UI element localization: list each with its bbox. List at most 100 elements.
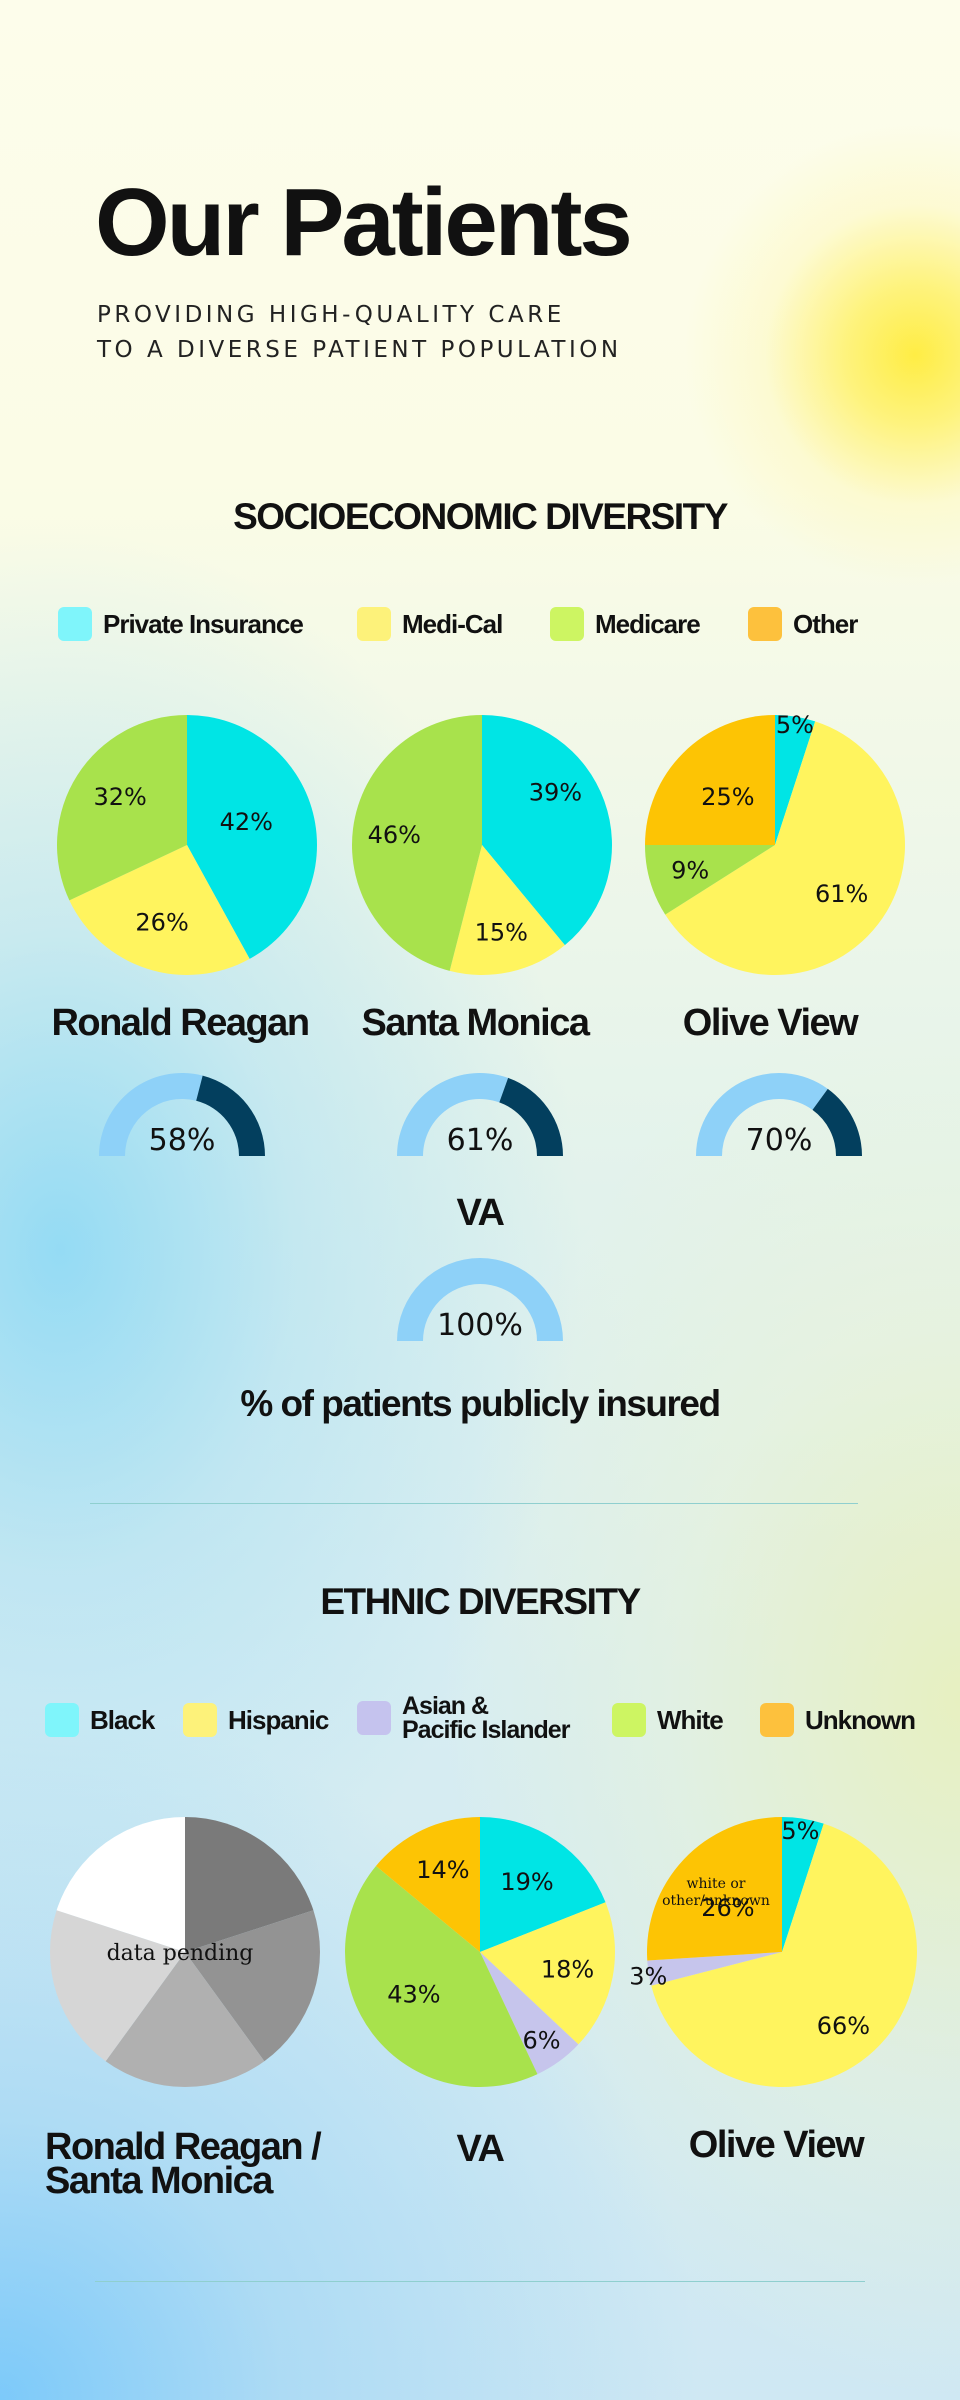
legend-black: Black <box>45 1703 155 1737</box>
legend-medi-cal: Medi-Cal <box>357 607 503 641</box>
gauge-remainder <box>196 1075 265 1156</box>
pie-slice <box>375 1817 480 1952</box>
gauge: 61% <box>397 1073 563 1158</box>
pie-slice <box>69 845 250 975</box>
legend-unknown: Unknown <box>760 1703 916 1737</box>
pie-data-label: 5% <box>781 1817 819 1845</box>
page-title: Our Patients <box>95 169 633 276</box>
legend-swatch <box>58 607 92 641</box>
legend-swatch <box>45 1703 79 1737</box>
hospital-label-olive-view: Olive View <box>682 1002 859 1044</box>
gauge-value-label: 100% <box>437 1308 523 1343</box>
pie-chart: 39% 15% 46% <box>352 715 613 976</box>
gauge-value-label: 58% <box>149 1123 216 1158</box>
gauge-caption: % of patients publicly insured <box>240 1383 721 1424</box>
pie-slice <box>449 845 565 976</box>
legend-hispanic: Hispanic <box>183 1703 329 1737</box>
hospital-label-va: VA <box>456 1192 505 1234</box>
pie-slice <box>647 1817 782 1961</box>
slice-caption-line-1: white or <box>687 1876 746 1892</box>
legend-label-line-2: Pacific Islander <box>402 1716 570 1744</box>
socioeconomic-title: SOCIOECONOMIC DIVERSITY <box>233 496 728 537</box>
legend-other: Other <box>748 607 858 641</box>
pie-slice <box>482 715 613 946</box>
gauge: 100% <box>397 1258 563 1343</box>
legend-label: White <box>657 1704 724 1735</box>
subtitle-line-1: PROVIDING HIGH-QUALITY CARE <box>97 302 565 328</box>
hospital-label-olive-view-ethnic: Olive View <box>688 2124 865 2166</box>
public-insurance-gauges: 58% 61% 70% 100% <box>99 1073 862 1343</box>
pie-data-label: 26% <box>701 1894 754 1922</box>
legend-label: Private Insurance <box>103 608 304 639</box>
pie-slice <box>56 715 188 901</box>
gauge: 70% <box>696 1073 862 1158</box>
gauge-value-label: 61% <box>447 1123 514 1158</box>
legend-swatch <box>550 607 584 641</box>
pie-slice <box>645 845 775 915</box>
pie-data-label: 25% <box>701 783 754 811</box>
bottom-divider <box>95 2281 865 2282</box>
legend-medicare: Medicare <box>550 607 701 641</box>
gauge-fill <box>696 1073 828 1156</box>
pie-slice <box>651 1823 918 2087</box>
pie-data-label: 42% <box>220 808 273 836</box>
pie-data-label: 39% <box>529 779 582 807</box>
pie-slice <box>480 1817 606 1952</box>
pie-chart: 5% 61% 9% 25% <box>645 711 905 975</box>
ethnic-title: ETHNIC DIVERSITY <box>320 1581 641 1622</box>
gauge-fill <box>99 1073 203 1156</box>
legend-swatch <box>612 1703 646 1737</box>
pie-data-label: 19% <box>500 1868 553 1896</box>
gauge-value-label: 70% <box>746 1123 813 1158</box>
legend-label: Black <box>90 1704 155 1735</box>
legend-asian-pacific-islander: Asian & Pacific Islander <box>357 1692 570 1744</box>
pie-slice <box>782 1817 824 1952</box>
legend-private-insurance: Private Insurance <box>58 607 304 641</box>
gauge-remainder <box>499 1077 563 1156</box>
page-subtitle: PROVIDING HIGH-QUALITY CARE TO A DIVERSE… <box>97 298 622 368</box>
gauge-fill <box>397 1073 509 1156</box>
pie-data-label: 14% <box>416 1856 469 1884</box>
pie-data-label: 18% <box>541 1956 594 1984</box>
pie-slice <box>775 715 816 845</box>
ethnic-charts: data pending 19% 18% 6% 43% 14% 5% 66% 3% 26% whit… <box>50 1817 918 2087</box>
legend-swatch <box>357 1701 391 1735</box>
legend-label: Other <box>793 608 858 639</box>
hospital-label-santa-monica: Santa Monica <box>361 1002 590 1044</box>
pie-slice <box>665 721 905 975</box>
pie-slice <box>645 715 775 845</box>
pie-data-label: 3% <box>629 1962 667 1990</box>
pie-slice <box>187 715 317 959</box>
subtitle-line-2: TO A DIVERSE PATIENT POPULATION <box>97 337 622 363</box>
pie-slice <box>647 1952 782 1986</box>
pie-slice <box>480 1902 615 2045</box>
legend-label: Medi-Cal <box>402 608 503 639</box>
pie-chart: 19% 18% 6% 43% 14% <box>345 1817 615 2087</box>
pie-slice <box>352 715 482 971</box>
pie-slice <box>185 1817 314 1952</box>
legend-swatch <box>760 1703 794 1737</box>
pie-data-label: 32% <box>93 783 146 811</box>
pie-data-label: 66% <box>817 2012 870 2040</box>
legend-label: Hispanic <box>228 1704 329 1735</box>
hospital-label-ronald-reagan-santa-monica: Ronald Reagan / Santa Monica <box>45 2128 365 2202</box>
gauge-remainder <box>812 1088 862 1156</box>
legend-label: Unknown <box>805 1704 916 1735</box>
legend-label-line-1: Asian & <box>402 1692 489 1720</box>
slice-caption-line-2: other/unknown <box>662 1893 770 1909</box>
pie-data-label: 5% <box>776 711 814 739</box>
pie-slice <box>480 1952 579 2075</box>
socioeconomic-charts: 42% 26% 32% 39% 15% 46% 5% 61% 9% 25% <box>56 711 905 976</box>
pie-slice <box>50 1910 185 2062</box>
legend-swatch <box>748 607 782 641</box>
legend-label: Medicare <box>595 608 701 639</box>
pie-slice <box>345 1865 538 2087</box>
pie-data-label: 26% <box>135 909 188 937</box>
pending-pie-chart: data pending <box>50 1817 321 2087</box>
hospital-label-ronald-reagan: Ronald Reagan <box>51 1002 310 1044</box>
pie-slice <box>56 1817 186 1952</box>
hospital-label-line-2: Santa Monica <box>45 2160 273 2202</box>
pie-data-label: 61% <box>815 880 868 908</box>
pie-slice <box>185 1910 321 2062</box>
